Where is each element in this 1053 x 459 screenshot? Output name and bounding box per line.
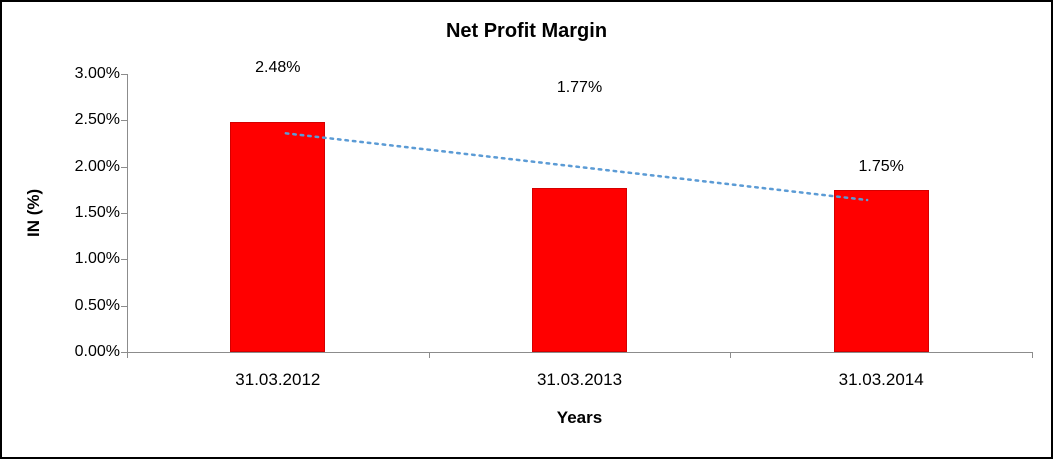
y-tick-label: 2.00% — [74, 157, 120, 175]
bar-31.03.2012 — [230, 122, 326, 352]
category-label: 31.03.2014 — [838, 370, 924, 389]
x-tick-mark — [730, 353, 732, 358]
y-tick-mark — [121, 166, 127, 168]
category-label: 31.03.2012 — [235, 370, 321, 389]
plot-area — [127, 74, 1033, 353]
x-axis-title: Years — [556, 408, 603, 427]
data-label: 1.75% — [858, 157, 904, 175]
x-tick-mark — [127, 353, 128, 358]
y-tick-label: 0.50% — [74, 296, 120, 314]
y-tick-mark — [121, 305, 127, 307]
bar-31.03.2014 — [833, 189, 929, 352]
y-tick-label: 0.00% — [74, 343, 120, 360]
category-label: 31.03.2013 — [536, 370, 623, 389]
y-tick-label: 3.00% — [74, 65, 120, 82]
data-label: 2.48% — [255, 59, 301, 77]
y-tick-label: 1.00% — [74, 250, 120, 268]
data-label: 1.77% — [556, 78, 603, 96]
y-tick-mark — [121, 352, 127, 353]
y-tick-label: 1.50% — [74, 204, 120, 221]
y-tick-label: 2.50% — [74, 111, 120, 129]
x-tick-mark — [1032, 353, 1033, 358]
bar-31.03.2013 — [532, 187, 627, 352]
y-tick-mark — [121, 259, 127, 261]
chart-title: Net Profit Margin — [445, 20, 608, 42]
y-tick-mark — [121, 74, 127, 75]
y-tick-mark — [121, 120, 127, 122]
y-tick-mark — [121, 213, 127, 214]
x-tick-mark — [428, 353, 430, 358]
